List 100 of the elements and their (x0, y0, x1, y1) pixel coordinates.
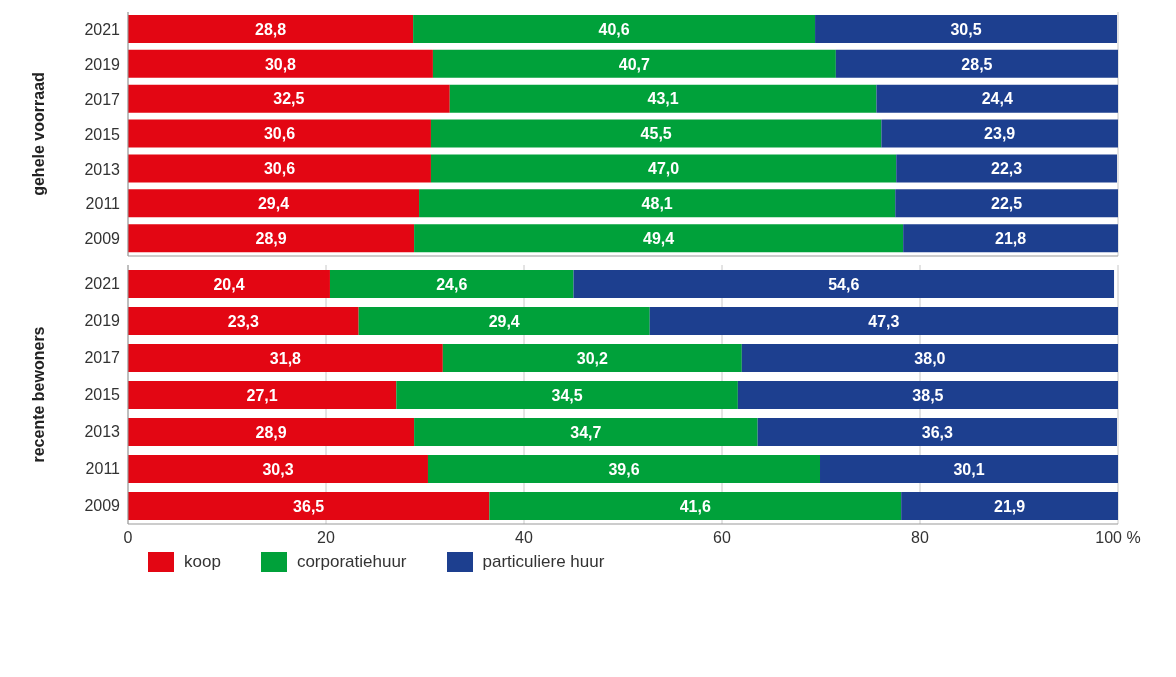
bar (573, 270, 1115, 298)
data-label: 30,6 (263, 125, 296, 143)
x-tick-label: 60 (713, 529, 731, 547)
data-label: 47,0 (648, 160, 680, 178)
bar (895, 189, 1118, 218)
bar (358, 307, 650, 335)
data-label: 54,6 (828, 275, 860, 293)
bar (128, 15, 414, 43)
y-tick-label: 2015 (84, 386, 121, 404)
x-tick-label: 0 (123, 529, 133, 547)
data-label: 24,4 (981, 90, 1013, 108)
data-label: 48,1 (641, 194, 673, 212)
data-label: 41,6 (679, 497, 711, 515)
data-label: 27,1 (246, 386, 278, 404)
legend-label: particuliere huur (481, 552, 605, 572)
data-label: 21,9 (994, 497, 1026, 515)
bar (128, 270, 330, 298)
data-label: 29,4 (488, 312, 520, 330)
data-label: 31,8 (269, 349, 302, 367)
data-label: 43,1 (647, 90, 679, 108)
data-label: 23,9 (984, 125, 1016, 143)
bar (442, 344, 742, 372)
data-label: 30,6 (263, 160, 296, 178)
y-tick-label: 2017 (84, 349, 121, 367)
y-tick-label: 2019 (84, 312, 121, 330)
bar (128, 189, 420, 218)
y-tick-label: 2021 (84, 21, 121, 39)
data-label: 20,4 (213, 275, 245, 293)
data-label: 45,5 (640, 125, 672, 143)
y-tick-label: 2011 (85, 195, 121, 213)
data-label: 28,9 (255, 229, 287, 247)
data-label: 28,8 (254, 20, 287, 38)
bar (820, 455, 1118, 483)
data-label: 30,1 (953, 460, 985, 478)
x-tick-label: 20 (317, 529, 335, 547)
bar (414, 224, 904, 253)
bar (128, 119, 431, 148)
bar (396, 381, 738, 409)
data-label: 40,6 (598, 20, 630, 38)
bar (128, 224, 415, 253)
data-label: 30,3 (262, 460, 294, 478)
data-label: 47,3 (868, 312, 900, 330)
bar (430, 119, 882, 148)
data-label: 28,9 (255, 423, 287, 441)
y-axis-title: gehele voorraad (29, 72, 47, 196)
y-axis-title: recente bewoners (29, 326, 47, 463)
bar (835, 49, 1118, 78)
y-tick-label: 2013 (84, 423, 121, 441)
bar (128, 381, 397, 409)
data-label: 22,3 (991, 160, 1023, 178)
legend-label: koop (183, 552, 221, 572)
y-tick-label: 2009 (84, 497, 121, 515)
data-label: 34,5 (551, 386, 583, 404)
bar (128, 455, 428, 483)
bar (901, 492, 1118, 520)
bar (128, 49, 433, 78)
data-label: 40,7 (618, 55, 651, 73)
bar (737, 381, 1118, 409)
data-label: 38,5 (912, 386, 944, 404)
data-label: 21,8 (995, 229, 1027, 247)
data-label: 32,5 (273, 90, 305, 108)
data-label: 38,0 (914, 349, 946, 367)
bar (649, 307, 1118, 335)
data-label: 30,8 (264, 55, 297, 73)
data-label: 28,5 (961, 55, 993, 73)
bar (432, 49, 836, 78)
bar (414, 418, 758, 446)
bar (128, 492, 490, 520)
bar (757, 418, 1118, 446)
bar (896, 154, 1118, 183)
bar (329, 270, 574, 298)
bar (413, 15, 816, 43)
data-label: 49,4 (643, 229, 675, 247)
bar (741, 344, 1118, 372)
y-tick-label: 2015 (84, 125, 121, 143)
bar (128, 307, 359, 335)
bar (430, 154, 897, 183)
y-tick-label: 2021 (84, 275, 121, 293)
data-label: 29,4 (257, 194, 290, 212)
bar (427, 455, 821, 483)
bar (419, 189, 896, 218)
x-tick-label: 100 % (1095, 529, 1141, 547)
bar (128, 418, 415, 446)
data-label: 22,5 (991, 194, 1023, 212)
bar (876, 84, 1118, 113)
bar (128, 154, 431, 183)
data-label: 36,3 (921, 423, 953, 441)
legend-label: corporatiehuur (295, 552, 407, 572)
bar (815, 15, 1118, 43)
bar (128, 84, 450, 113)
x-tick-label: 80 (911, 529, 929, 547)
y-tick-label: 2013 (84, 160, 121, 178)
bar (881, 119, 1118, 148)
bar (903, 224, 1118, 253)
data-label: 30,5 (950, 20, 982, 38)
bar (489, 492, 902, 520)
y-tick-label: 2019 (84, 55, 121, 73)
bar (449, 84, 877, 113)
x-tick-label: 40 (515, 529, 533, 547)
data-label: 36,5 (293, 497, 325, 515)
